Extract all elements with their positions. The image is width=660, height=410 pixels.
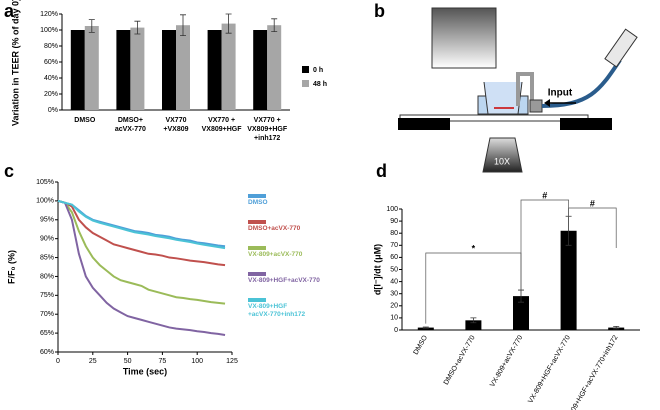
error-bar <box>134 20 141 35</box>
annotation: * <box>472 243 476 253</box>
bar <box>162 30 176 110</box>
legend-label: VX-809+HGF+acVX-770 <box>248 277 320 284</box>
y-tick-label: 65% <box>40 330 54 337</box>
bar <box>417 327 434 330</box>
x-tick-label: 75 <box>159 358 167 365</box>
legend-label: DMSO+acVX-770 <box>248 225 301 232</box>
legend-label: DMSO <box>248 199 268 206</box>
legend-label: VX-809+acVX-770 <box>248 251 303 258</box>
y-tick-label: 105% <box>36 179 54 186</box>
x-tick-label: 125 <box>226 358 238 365</box>
y-tick-label: 50 <box>390 266 398 273</box>
bar <box>465 320 482 330</box>
y-tick-label: 120% <box>40 11 58 18</box>
y-axis-title: d[I⁻]/dt (μM) <box>372 244 382 295</box>
input-label: Input <box>548 88 573 99</box>
y-tick-label: 0 <box>394 327 398 334</box>
x-tick-label: DMSO+ acVX-770 <box>114 117 146 133</box>
x-axis-title: Time (sec) <box>123 366 167 376</box>
y-tick-label: 60 <box>390 254 398 261</box>
x-tick-label: DMSO+acVX-770 <box>443 334 477 386</box>
error-bar <box>470 317 477 324</box>
objective-label: 10X <box>494 156 510 166</box>
setup-diagram <box>398 7 638 173</box>
error-bar <box>225 13 232 34</box>
x-tick-label: VX-809+acVX-770 <box>489 334 524 388</box>
error-bar <box>613 325 620 330</box>
x-tick-label: DMSO <box>413 334 430 356</box>
line-series <box>57 199 226 336</box>
x-tick-label: 0 <box>56 358 60 365</box>
y-tick-label: 20% <box>44 91 58 98</box>
bar <box>253 30 268 110</box>
annotation: # <box>542 190 547 200</box>
x-tick-label: VX770 + VX809+HGF +inh172 <box>247 117 288 142</box>
x-tick-label: VX770 +VX809 <box>163 117 189 133</box>
bar <box>560 230 577 330</box>
x-tick-label: VX-809+HGF+acVX-770 <box>527 334 572 404</box>
y-tick-label: 40% <box>44 75 58 82</box>
y-tick-label: 30 <box>390 291 398 298</box>
legend-swatch <box>302 80 309 87</box>
y-axis-title: F/F₀ (%) <box>6 250 16 284</box>
y-tick-label: 100% <box>36 198 54 205</box>
bar <box>130 27 145 111</box>
bar <box>70 30 85 110</box>
error-bar <box>271 18 278 32</box>
bar <box>221 23 236 111</box>
legend-swatch <box>302 66 309 73</box>
y-tick-label: 10 <box>390 315 398 322</box>
panel-label: c <box>4 161 14 181</box>
y-tick-label: 85% <box>40 254 54 261</box>
line-series <box>57 199 226 305</box>
y-tick-label: 90% <box>40 236 54 243</box>
y-tick-label: 75% <box>40 292 54 299</box>
y-tick-label: 80 <box>390 230 398 237</box>
bar <box>513 296 529 330</box>
significance-bracket <box>425 252 522 324</box>
y-tick-label: 20 <box>390 303 398 310</box>
legend-label: VX-809+HGF +acVX-770+inh172 <box>248 303 306 318</box>
line-series <box>57 199 226 267</box>
legend-label: 48 h <box>313 81 327 88</box>
x-tick-label: 100 <box>191 358 203 365</box>
x-tick-label: 25 <box>89 358 97 365</box>
x-tick-label: VX770 + VX809+HGF <box>201 117 242 133</box>
error-bar <box>422 326 429 329</box>
bar <box>116 30 131 110</box>
bar <box>207 30 222 110</box>
panel-label: d <box>376 161 387 181</box>
bar <box>267 25 282 111</box>
y-tick-label: 60% <box>44 59 58 66</box>
y-tick-label: 95% <box>40 217 54 224</box>
panel-label: b <box>374 1 385 21</box>
x-tick-label: DMSO <box>74 117 96 124</box>
bar <box>84 26 99 110</box>
panel-label: a <box>4 1 15 21</box>
y-tick-label: 70 <box>390 242 398 249</box>
y-tick-label: 80% <box>44 43 58 50</box>
line-series <box>57 199 226 250</box>
y-tick-label: 70% <box>40 311 54 318</box>
significance-bracket <box>568 207 617 248</box>
x-tick-label: 50 <box>124 358 132 365</box>
y-tick-label: 100% <box>40 27 58 34</box>
y-tick-label: 90 <box>390 218 398 225</box>
y-tick-label: 100 <box>386 206 398 213</box>
bar <box>176 25 190 111</box>
y-tick-label: 0% <box>48 107 58 114</box>
y-tick-label: 40 <box>390 278 398 285</box>
error-bar <box>88 19 95 33</box>
y-tick-label: 80% <box>40 273 54 280</box>
error-bar <box>180 14 186 36</box>
x-tick-label: VX-809+HGF+acVX-770+inh172 <box>562 334 619 410</box>
legend-label: 0 h <box>313 67 323 74</box>
y-axis-title: Variation in TEER (% of day 0) <box>10 0 20 126</box>
y-tick-label: 60% <box>40 349 54 356</box>
annotation: # <box>590 198 595 208</box>
